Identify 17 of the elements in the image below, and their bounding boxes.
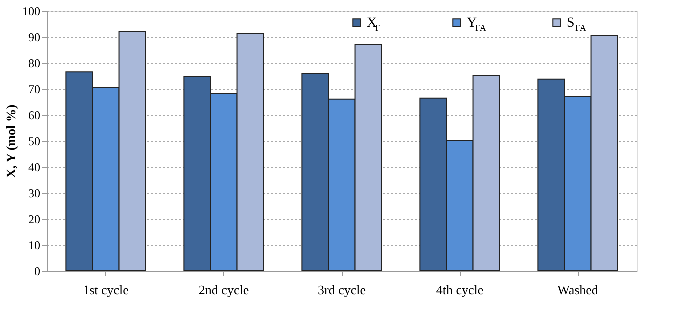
y-tick-label: 70 <box>28 82 40 96</box>
y-tick-label: 50 <box>28 134 40 148</box>
y-tick-label: 20 <box>28 212 40 226</box>
x-tick-label: 4th cycle <box>436 282 484 298</box>
y-tick-label: 30 <box>28 186 40 200</box>
x-tick-label: 1st cycle <box>83 282 130 298</box>
x-tick-label: 3rd cycle <box>318 282 366 298</box>
x-tick-label: Washed <box>558 282 599 298</box>
y-tick-label: 0 <box>34 264 40 278</box>
x-tick-label: 2nd cycle <box>198 282 250 298</box>
y-tick-label: 100 <box>22 4 40 18</box>
y-axis-title: X, Y (mol %) <box>4 104 18 178</box>
y-tick-label: 60 <box>28 108 40 122</box>
y-tick-label: 90 <box>28 30 40 44</box>
y-tick-label: 80 <box>28 56 40 70</box>
y-tick-label: 40 <box>28 160 40 174</box>
y-tick-label: 10 <box>28 238 40 252</box>
